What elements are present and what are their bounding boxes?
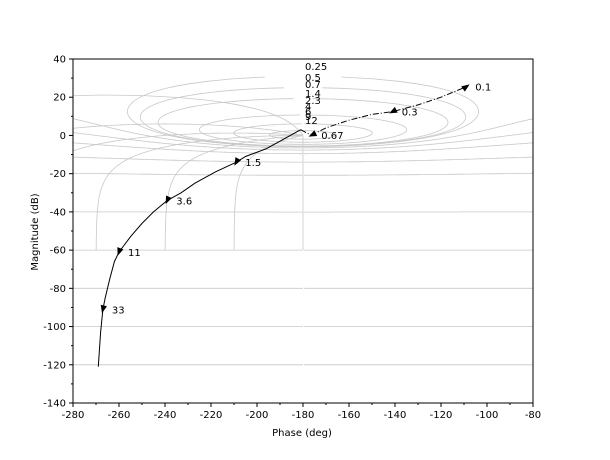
x-tick-label: -100 (476, 410, 499, 421)
frequency-marker: 0.1 (461, 83, 491, 94)
frequency-marker: 33 (100, 304, 125, 316)
series-layer (97, 86, 467, 367)
x-tick-label: -160 (338, 410, 361, 421)
marker-arrow (165, 195, 172, 205)
y-tick-label: -60 (50, 246, 66, 257)
marker-arrow (100, 304, 107, 314)
iso-gain-label: 2.3 (305, 96, 321, 107)
frequency-marker: 0.67 (308, 130, 343, 142)
response-curve-upper (300, 86, 467, 136)
y-tick-label: -80 (50, 284, 66, 295)
y-tick-label: -20 (50, 169, 66, 180)
y-tick-label: -140 (43, 399, 66, 410)
axes: -280 -260 -240 -220 -200 -180 -160 -140 -120 -100… (43, 55, 541, 422)
x-tick-label: -200 (246, 410, 269, 421)
y-tick-label: 0 (60, 131, 66, 142)
y-axis-label: Magnitude (dB) (30, 193, 41, 270)
frequency-label: 11 (128, 248, 141, 259)
marker-arrow (461, 84, 470, 92)
frequency-label: 3.6 (176, 196, 192, 207)
marker-arrow (117, 247, 124, 256)
x-tick-label: -240 (154, 410, 177, 421)
marker-arrow (234, 157, 242, 166)
x-tick-label: -120 (430, 410, 453, 421)
x-tick-label: -280 (62, 410, 85, 421)
x-tick-label: -260 (108, 410, 131, 421)
x-axis-label: Phase (deg) (272, 428, 332, 439)
y-tick-label: 40 (53, 55, 66, 66)
frequency-label: 0.1 (475, 83, 491, 94)
x-tick-label: -140 (384, 410, 407, 421)
frequency-label: 0.3 (402, 108, 418, 119)
iso-gain-label: 4 (305, 102, 311, 113)
y-tick-label: -40 (50, 207, 66, 218)
iso-gain-label: 0.7 (305, 80, 321, 91)
frequency-marker: 1.5 (234, 157, 261, 169)
iso-gain-label: 6 (305, 107, 311, 118)
frequency-label: 1.5 (245, 158, 261, 169)
iso-gain-label: 0.25 (305, 62, 327, 73)
iso-gain-label: 0.5 (305, 73, 321, 84)
iso-gain-label: 12 (305, 116, 318, 127)
frequency-marker: 3.6 (165, 195, 192, 207)
x-tick-label: -220 (200, 410, 223, 421)
frequency-marker: 0.3 (389, 106, 418, 119)
y-tick-label: 20 (53, 93, 66, 104)
frequency-label: 33 (112, 305, 125, 316)
marker-arrow (308, 130, 318, 137)
y-tick-label: -120 (43, 360, 66, 371)
x-tick-label: -80 (525, 410, 541, 421)
frequency-label: 0.67 (321, 131, 343, 142)
frequency-markers: 0.1 0.3 0.67 1.5 3.6 11 33 (100, 83, 491, 316)
frequency-marker: 11 (117, 247, 141, 259)
marker-arrow (389, 106, 398, 114)
iso-gain-label: 1.4 (305, 89, 321, 100)
x-tick-label: -180 (292, 410, 315, 421)
iso-gain-label: 9 (305, 112, 311, 123)
y-tick-label: -100 (43, 322, 66, 333)
